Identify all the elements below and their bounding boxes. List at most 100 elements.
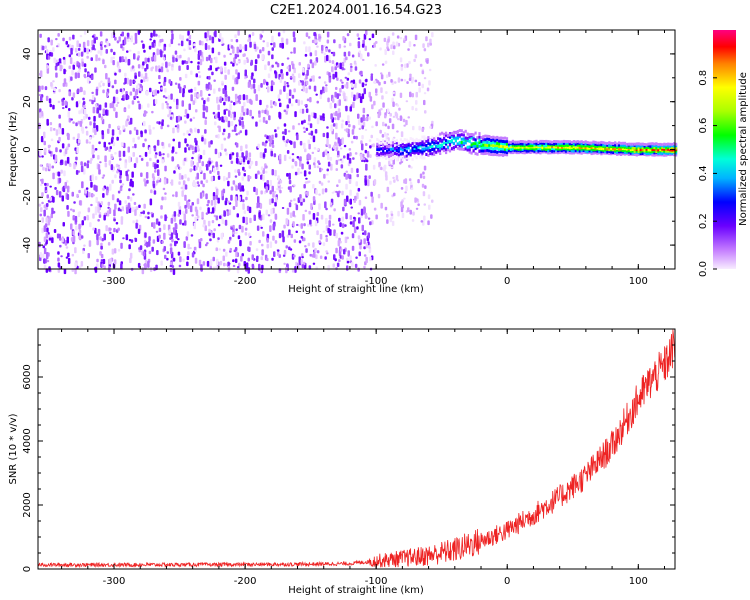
noise-cell — [59, 149, 62, 153]
noise-cell — [338, 99, 341, 106]
noise-cell — [151, 222, 154, 227]
noise-cell — [44, 45, 47, 49]
noise-cell — [193, 86, 197, 92]
noise-cell — [239, 116, 242, 120]
track-cell — [382, 155, 385, 159]
track-cell — [547, 151, 550, 155]
noise-cell — [170, 38, 174, 45]
noise-cell — [90, 75, 94, 80]
track-cell — [423, 149, 426, 153]
noise-cell — [298, 73, 301, 79]
noise-cell — [160, 215, 163, 219]
noise-cell — [105, 225, 108, 232]
noise-cell — [223, 211, 226, 217]
track-cell — [502, 142, 505, 146]
noise-cell — [322, 113, 325, 118]
noise-cell — [325, 86, 328, 93]
noise-speckle — [373, 80, 377, 84]
noise-cell — [278, 111, 281, 118]
noise-cell — [370, 73, 374, 76]
noise-cell — [214, 30, 217, 38]
noise-cell — [311, 62, 315, 69]
track-cell — [525, 149, 528, 153]
noise-cell — [327, 97, 330, 103]
track-cell — [606, 147, 609, 151]
noise-cell — [371, 33, 375, 39]
noise-cell — [308, 143, 311, 150]
track-cell — [502, 153, 505, 157]
noise-cell — [167, 95, 171, 100]
track-cell — [655, 142, 658, 146]
noise-cell — [155, 33, 158, 37]
noise-cell — [234, 34, 237, 39]
track-cell — [498, 148, 501, 152]
track-cell — [576, 141, 579, 145]
noise-cell — [291, 158, 295, 162]
noise-speckle — [413, 44, 416, 47]
noise-speckle — [397, 42, 401, 47]
noise-cell — [62, 222, 65, 227]
noise-cell — [269, 241, 273, 248]
noise-cell — [58, 89, 61, 93]
track-cell — [671, 151, 674, 155]
noise-cell — [155, 183, 158, 186]
noise-cell — [312, 135, 316, 143]
noise-cell — [166, 69, 169, 73]
track-cell — [647, 142, 650, 146]
noise-cell — [199, 155, 203, 160]
noise-cell — [199, 166, 202, 173]
noise-cell — [353, 94, 356, 102]
noise-cell — [45, 49, 49, 54]
noise-cell — [93, 37, 96, 44]
noise-cell — [288, 229, 291, 236]
noise-speckle — [398, 107, 401, 111]
noise-cell — [43, 209, 46, 217]
track-cell — [417, 152, 420, 155]
track-cell — [456, 136, 459, 140]
noise-cell — [61, 143, 65, 149]
track-cell — [511, 147, 514, 151]
noise-cell — [275, 197, 278, 203]
track-cell — [635, 142, 638, 146]
noise-cell — [299, 156, 302, 162]
noise-cell — [245, 150, 248, 156]
spectrogram-y-axis-label: Frequency (Hz) — [8, 111, 19, 187]
noise-cell — [239, 156, 242, 162]
noise-cell — [248, 206, 252, 214]
noise-speckle — [409, 73, 412, 77]
noise-speckle — [396, 130, 399, 133]
noise-cell — [256, 202, 259, 208]
noise-cell — [279, 189, 282, 194]
track-cell — [669, 153, 672, 157]
track-cell — [637, 142, 640, 146]
noise-cell — [147, 211, 150, 215]
track-cell — [468, 139, 471, 143]
noise-cell — [57, 33, 60, 37]
noise-cell — [194, 206, 198, 212]
track-cell — [494, 141, 497, 145]
noise-cell — [350, 140, 354, 144]
track-cell — [441, 145, 444, 148]
noise-cell — [280, 69, 283, 74]
track-cell — [382, 152, 385, 156]
noise-cell — [341, 216, 344, 222]
noise-cell — [63, 58, 66, 65]
noise-cell — [354, 82, 357, 89]
track-cell — [663, 149, 666, 153]
noise-cell — [285, 71, 289, 76]
noise-cell — [132, 137, 135, 143]
noise-cell — [57, 100, 61, 104]
track-cell — [441, 138, 444, 142]
noise-cell — [190, 160, 193, 167]
noise-cell — [298, 80, 301, 86]
noise-cell — [281, 37, 284, 43]
noise-cell — [199, 192, 203, 199]
track-cell — [462, 148, 465, 151]
track-cell — [543, 147, 546, 151]
noise-cell — [109, 258, 112, 265]
track-cell — [588, 145, 591, 148]
noise-cell — [52, 210, 56, 214]
noise-cell — [291, 94, 295, 99]
noise-cell — [196, 181, 200, 185]
noise-cell — [261, 47, 265, 52]
